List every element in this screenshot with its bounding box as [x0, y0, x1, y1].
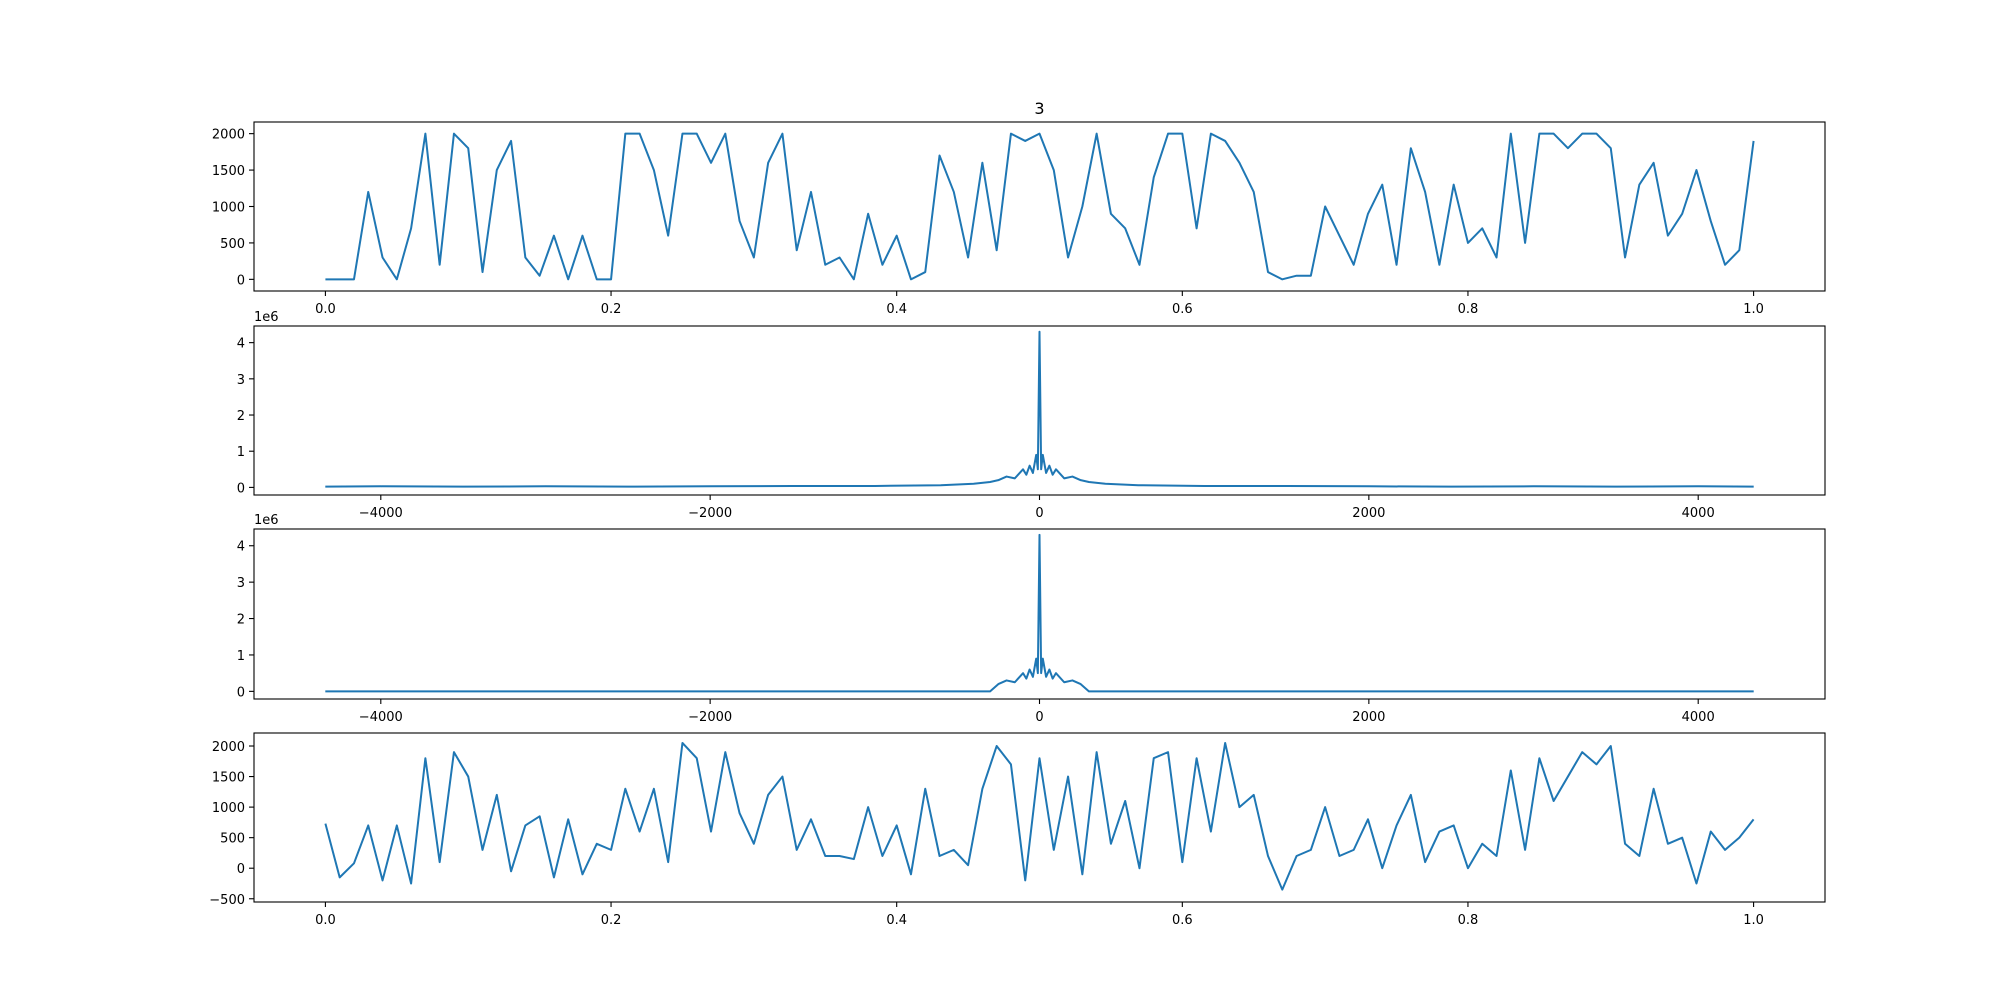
x-tick-label: 4000: [1682, 710, 1715, 725]
y-tick-label: 1000: [212, 801, 245, 816]
y-tick-label: 3: [237, 576, 245, 591]
data-line: [324, 741, 1755, 891]
x-tick-label: 0.6: [1172, 302, 1193, 317]
y-tick-label: 0: [237, 481, 245, 496]
y-tick-label: 4: [237, 337, 245, 352]
x-tick-label: 0.2: [601, 913, 622, 928]
y-tick-label: −500: [209, 893, 245, 908]
axes-frame: [253, 732, 1826, 903]
x-tick-label: 0.6: [1172, 913, 1193, 928]
y-tick-label: 1500: [212, 164, 245, 179]
x-tick-label: 0.0: [315, 302, 336, 317]
data-line: [325, 132, 1755, 281]
y-tick-label: 0: [237, 273, 245, 288]
y-tick-label: 1: [237, 649, 245, 664]
y-tick-label: 0: [237, 862, 245, 877]
x-tick-label: −4000: [359, 506, 403, 521]
plot-area: [325, 330, 1754, 488]
y-tick-label: 4: [237, 540, 245, 555]
y-tick-label: 2000: [212, 128, 245, 143]
x-tick-label: 0.8: [1458, 913, 1479, 928]
x-tick-label: −4000: [359, 710, 403, 725]
x-tick-label: 0.8: [1458, 302, 1479, 317]
x-tick-label: 0.2: [601, 302, 622, 317]
x-tick-label: 1.0: [1743, 302, 1764, 317]
x-tick-label: −2000: [688, 506, 732, 521]
plot-area: [325, 132, 1755, 281]
y-tick-label: 1: [237, 445, 245, 460]
y-tick-label: 3: [237, 373, 245, 388]
x-tick-label: 2000: [1352, 506, 1385, 521]
y-tick-label: 2: [237, 409, 245, 424]
plot-area: [325, 533, 1754, 693]
y-tick-label: 500: [220, 832, 245, 847]
plot-area: [324, 741, 1755, 891]
x-tick-label: 1.0: [1743, 913, 1764, 928]
data-line: [325, 330, 1754, 488]
x-tick-label: 0: [1035, 506, 1043, 521]
x-tick-label: 4000: [1682, 506, 1715, 521]
y-tick-label: 2: [237, 613, 245, 628]
x-tick-label: 2000: [1352, 710, 1385, 725]
y-tick-label: 0: [237, 685, 245, 700]
data-line: [325, 533, 1754, 693]
y-tick-label: 1000: [212, 201, 245, 216]
x-tick-label: 0.4: [886, 302, 907, 317]
x-tick-label: 0: [1035, 710, 1043, 725]
x-tick-label: 0.0: [315, 913, 336, 928]
y-offset-label: 1e6: [254, 513, 279, 528]
x-tick-label: −2000: [688, 710, 732, 725]
chart-title: 3: [1034, 99, 1044, 118]
y-offset-label: 1e6: [254, 310, 279, 325]
axes-frame: [253, 121, 1826, 292]
y-tick-label: 500: [220, 237, 245, 252]
y-tick-label: 1500: [212, 771, 245, 786]
x-tick-label: 0.4: [886, 913, 907, 928]
y-tick-label: 2000: [212, 740, 245, 755]
